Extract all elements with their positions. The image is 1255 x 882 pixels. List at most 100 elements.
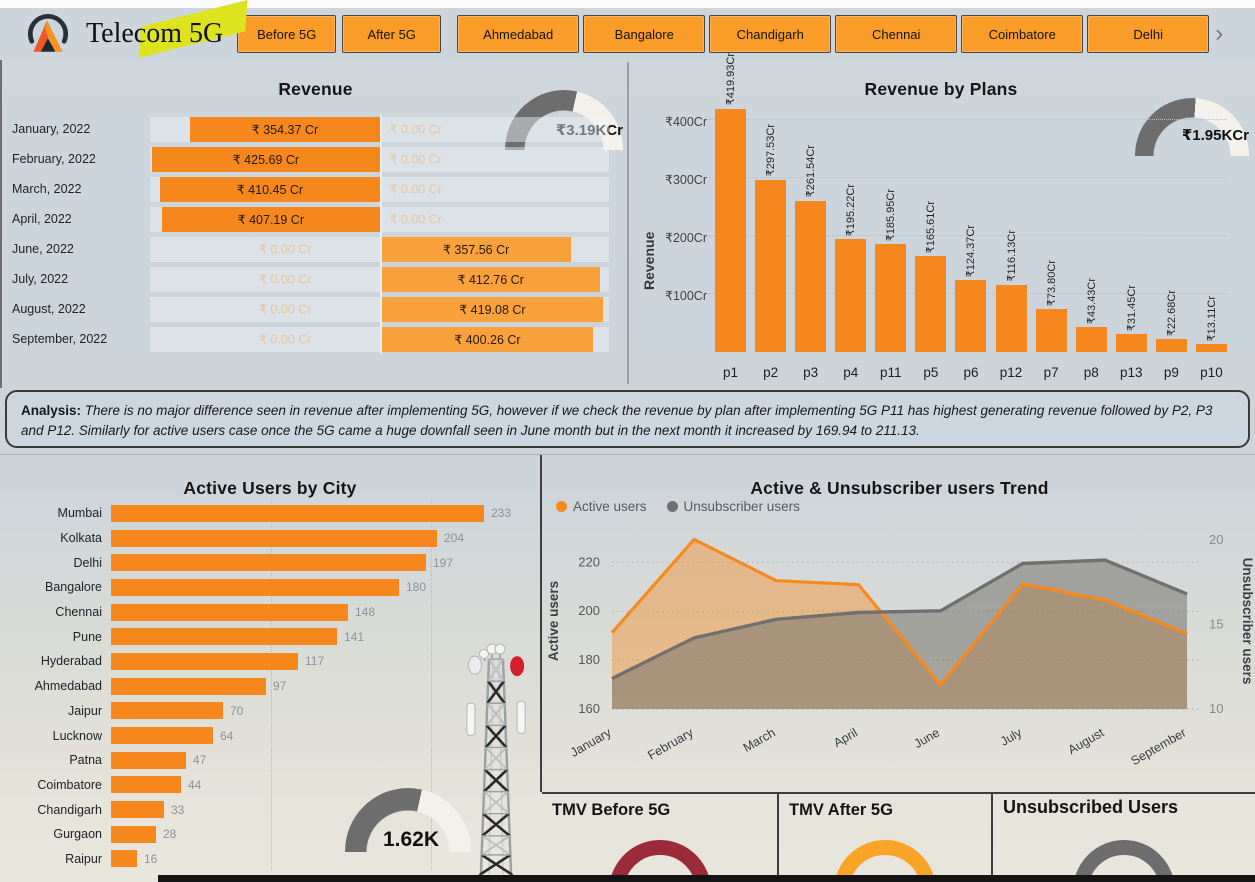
plan-revenue-bar-p8[interactable] (1075, 326, 1107, 352)
zero-value-label: ₹ 0.00 Cr (259, 272, 312, 287)
city-label: Delhi (73, 555, 103, 570)
revenue-bar-after-5g[interactable]: ₹ 419.08 Cr (381, 296, 604, 322)
city-row: Ahmedabad 97 (10, 674, 540, 699)
plan-revenue-bar-p7[interactable] (1035, 309, 1067, 352)
zero-value-label: ₹ 0.00 Cr (259, 302, 312, 317)
city-row: Bangalore 180 (10, 575, 540, 600)
toggle-button-before-5g[interactable]: Before 5G (237, 15, 337, 53)
city-users-bar-pune[interactable] (111, 628, 337, 646)
city-button-coimbatore[interactable]: Coimbatore (961, 15, 1084, 53)
plan-revenue-bar-p6[interactable] (955, 280, 987, 352)
kpi-card-title: TMV Before 5G (552, 801, 671, 819)
revenue-bar-before-5g[interactable]: ₹ 425.69 Cr (152, 146, 380, 172)
toggle-button-after-5g[interactable]: After 5G (342, 15, 442, 53)
city-users-bar-patna[interactable] (111, 751, 186, 769)
city-users-bar-mumbai[interactable] (111, 504, 484, 522)
before-5g-cell: ₹ 410.45 Cr (150, 174, 380, 204)
users-trend-panel: Active & Unsubscriber users Trend Active… (540, 455, 1255, 792)
gridline-200 (431, 499, 432, 870)
legend-dot-icon (556, 501, 567, 512)
red-antenna (510, 656, 525, 677)
city-value-label: 197 (433, 555, 454, 570)
y-tick-label: ₹100Cr (665, 289, 707, 304)
plan-revenue-bar-p10[interactable] (1195, 344, 1227, 352)
plan-revenue-bar-p3[interactable] (795, 200, 827, 352)
plan-revenue-bar-p12[interactable] (995, 284, 1027, 352)
legend-item-unsubscriber-users[interactable]: Unsubscriber users (666, 499, 800, 514)
after-5g-cell: ₹ 419.08 Cr (379, 294, 609, 324)
before-5g-cell: ₹ 0.00 Cr (150, 234, 380, 264)
city-users-bar-delhi[interactable] (111, 554, 426, 572)
city-row: Kolkata 204 (10, 526, 540, 551)
kpi-card-title: TMV After 5G (789, 801, 893, 819)
before-5g-cell: ₹ 0.00 Cr (150, 324, 380, 354)
city-users-bar-raipur[interactable] (111, 850, 137, 868)
legend-item-active-users[interactable]: Active users (556, 499, 647, 514)
plan-revenue-bar-p11[interactable] (875, 244, 907, 352)
city-value-label: 233 (491, 506, 512, 521)
gridline (709, 119, 1227, 121)
city-label: Patna (69, 753, 102, 768)
after-5g-cell: ₹ 0.00 Cr (379, 204, 609, 234)
before-5g-cell: ₹ 0.00 Cr (150, 294, 380, 324)
plan-column: ₹297.53Cr (755, 124, 787, 352)
plan-revenue-bar-p1[interactable] (715, 108, 746, 352)
plan-revenue-bar-p5[interactable] (915, 256, 947, 352)
revenue-bar-after-5g[interactable]: ₹ 400.26 Cr (381, 326, 594, 352)
active-users-total-gauge[interactable]: 1.62K (345, 788, 471, 852)
city-label: Raipur (65, 851, 102, 866)
plan-revenue-bar-p4[interactable] (835, 238, 867, 352)
plans-total-gauge[interactable]: ₹1.95KCr (1135, 98, 1249, 156)
month-label: April, 2022 (12, 212, 72, 226)
telecom-tower-illustration (466, 643, 526, 882)
analysis-label: Analysis: (21, 403, 82, 418)
city-users-bar-chandigarh[interactable] (111, 801, 164, 819)
city-users-bar-chennai[interactable] (111, 603, 348, 621)
city-row: Hyderabad 117 (10, 649, 540, 674)
city-label: Jaipur (67, 703, 102, 718)
bar-value-label: ₹261.54Cr (805, 145, 818, 198)
city-users-bar-bangalore[interactable] (111, 578, 399, 596)
city-row: Lucknow 64 (10, 723, 540, 748)
city-button-delhi[interactable]: Delhi (1087, 15, 1210, 53)
app-title: Telecom 5G (86, 0, 248, 59)
city-button-chennai[interactable]: Chennai (835, 15, 958, 53)
plan-revenue-bar-p13[interactable] (1115, 333, 1147, 352)
svg-text:20: 20 (1209, 532, 1223, 547)
city-users-bar-kolkata[interactable] (111, 529, 437, 547)
bar-value-label: ₹195.22Cr (845, 183, 858, 236)
city-users-bar-ahmedabad[interactable] (111, 677, 266, 695)
city-users-bar-gurgaon[interactable] (111, 825, 156, 843)
analysis-text: There is no major difference seen in rev… (21, 403, 1213, 439)
plan-column: ₹73.80Cr (1035, 260, 1067, 352)
city-button-chandigarh[interactable]: Chandigarh (709, 15, 832, 53)
svg-text:Active users: Active users (546, 581, 561, 661)
revenue-bar-after-5g[interactable]: ₹ 412.76 Cr (381, 266, 600, 292)
revenue-by-plans-panel: Revenue by Plans ₹1.95KCr Revenue ₹400Cr… (627, 53, 1255, 388)
chevron-right-icon[interactable]: › (1215, 20, 1224, 47)
revenue-bar-before-5g[interactable]: ₹ 410.45 Cr (160, 176, 380, 202)
revenue-total-gauge[interactable]: ₹3.19KCr (505, 90, 623, 150)
city-users-bar-jaipur[interactable] (111, 702, 223, 720)
city-value-label: 47 (193, 753, 207, 768)
bar-value-label: ₹73.80Cr (1045, 260, 1058, 307)
kpi-card-title: Unsubscribed Users (1003, 797, 1179, 817)
city-users-bar-hyderabad[interactable] (111, 652, 298, 670)
plan-revenue-bar-p2[interactable] (755, 179, 787, 352)
month-label: March, 2022 (12, 182, 82, 196)
city-row: Patna 47 (10, 748, 540, 773)
plan-label-p12: p12 (999, 365, 1023, 380)
plan-revenue-bar-p9[interactable] (1155, 338, 1187, 352)
city-button-ahmedabad[interactable]: Ahmedabad (457, 15, 580, 53)
plan-column: ₹116.13Cr (995, 230, 1027, 352)
plans-x-axis-labels: p1 p2 p3 p4 p11 p5 p6 p12 p7 p8 p13 p9 p10 (715, 365, 1227, 380)
revenue-bar-before-5g[interactable]: ₹ 354.37 Cr (190, 116, 380, 142)
city-users-bar-lucknow[interactable] (111, 727, 213, 745)
city-label: Chennai (55, 605, 102, 620)
revenue-bar-before-5g[interactable]: ₹ 407.19 Cr (162, 206, 380, 232)
revenue-bar-after-5g[interactable]: ₹ 357.56 Cr (381, 236, 571, 262)
city-button-bangalore[interactable]: Bangalore (583, 15, 706, 53)
city-users-bar-coimbatore[interactable] (111, 776, 181, 794)
analysis-box: Analysis: There is no major difference s… (5, 390, 1250, 448)
